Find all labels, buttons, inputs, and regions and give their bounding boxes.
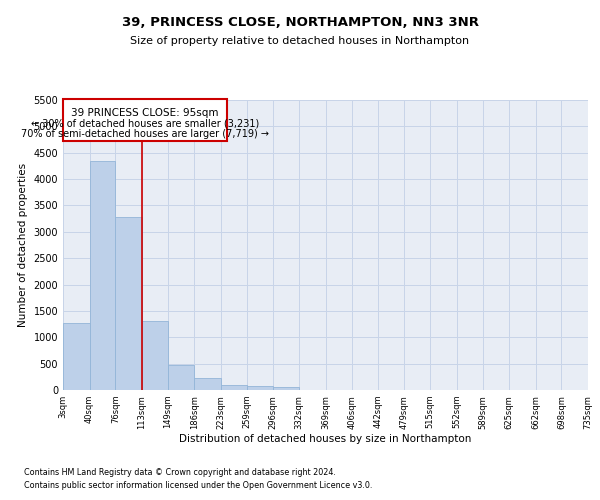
Bar — [89, 160, 115, 390]
Bar — [142, 322, 168, 390]
Bar — [194, 378, 221, 390]
Y-axis label: Number of detached properties: Number of detached properties — [18, 163, 28, 327]
Bar — [273, 387, 299, 390]
FancyBboxPatch shape — [63, 100, 227, 140]
Bar — [247, 386, 273, 390]
X-axis label: Distribution of detached houses by size in Northampton: Distribution of detached houses by size … — [179, 434, 472, 444]
Bar — [63, 322, 89, 390]
Bar — [115, 217, 142, 390]
Text: Contains HM Land Registry data © Crown copyright and database right 2024.: Contains HM Land Registry data © Crown c… — [24, 468, 336, 477]
Text: ← 30% of detached houses are smaller (3,231): ← 30% of detached houses are smaller (3,… — [31, 119, 259, 129]
Text: 70% of semi-detached houses are larger (7,719) →: 70% of semi-detached houses are larger (… — [21, 129, 269, 139]
Text: 39, PRINCESS CLOSE, NORTHAMPTON, NN3 3NR: 39, PRINCESS CLOSE, NORTHAMPTON, NN3 3NR — [121, 16, 479, 29]
Text: 39 PRINCESS CLOSE: 95sqm: 39 PRINCESS CLOSE: 95sqm — [71, 108, 218, 118]
Text: Size of property relative to detached houses in Northampton: Size of property relative to detached ho… — [130, 36, 470, 46]
Bar — [168, 364, 194, 390]
Bar — [221, 384, 247, 390]
Text: Contains public sector information licensed under the Open Government Licence v3: Contains public sector information licen… — [24, 480, 373, 490]
